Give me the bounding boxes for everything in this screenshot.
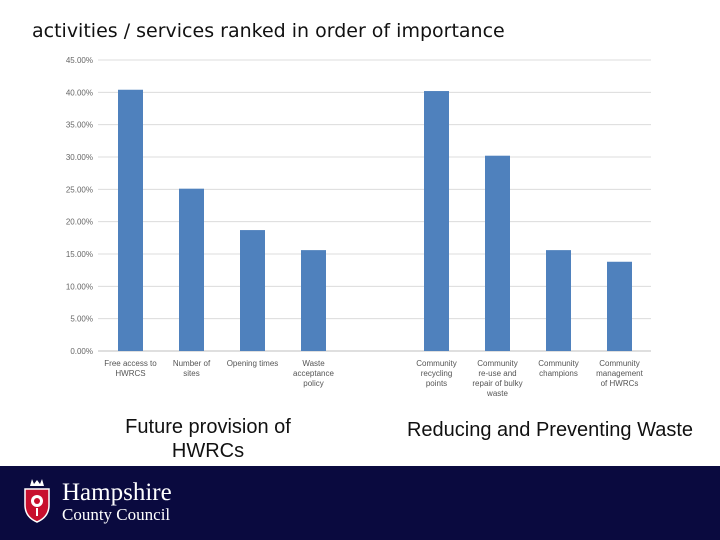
y-tick-label: 0.00% [70, 347, 93, 356]
bar [301, 250, 326, 351]
slide-title: activities / services ranked in order of… [32, 20, 505, 42]
org-name: Hampshire County Council [62, 480, 172, 524]
bar [546, 250, 571, 351]
y-tick-label: 5.00% [70, 315, 93, 324]
category-label: Community re-use and repair of bulky waste [472, 359, 522, 398]
county-crest-icon [24, 479, 50, 523]
y-axis-ticks: 0.00% 5.00% 10.00% 15.00% 20.00% 25.00% 30.00%… [66, 56, 93, 356]
bar [424, 91, 449, 351]
category-label: Community recycling points [416, 359, 456, 388]
importance-bar-chart: 0.00% 5.00% 10.00% 15.00% 20.00% 25.00% 30.00%… [66, 56, 651, 398]
caption-reducing-preventing: Reducing and Preventing Waste [406, 419, 694, 441]
category-label: Waste acceptance policy [293, 359, 334, 388]
org-name-line2: County Council [62, 505, 171, 524]
y-tick-label: 35.00% [66, 121, 93, 130]
y-tick-label: 30.00% [66, 153, 93, 162]
y-tick-label: 10.00% [66, 282, 93, 291]
y-tick-label: 25.00% [66, 185, 93, 194]
bar [485, 155, 510, 351]
bar [118, 89, 143, 351]
category-label: Number of sites [173, 359, 211, 378]
bars [118, 89, 632, 351]
org-name-line1: Hampshire [62, 479, 172, 506]
bar [607, 261, 632, 351]
caption-future-provision: Future provision of HWRCs [125, 416, 291, 462]
category-label: Community champions [538, 359, 578, 378]
category-labels: Free access to HWRCS Number of sites Opening… [104, 359, 643, 398]
bar [240, 230, 265, 351]
y-tick-label: 20.00% [66, 218, 93, 227]
category-label: Community management of HWRCs [596, 359, 643, 388]
category-label: Opening times [227, 359, 279, 368]
bar [179, 188, 204, 351]
y-tick-label: 15.00% [66, 250, 93, 259]
y-tick-label: 40.00% [66, 88, 93, 97]
category-label: Free access to HWRCS [104, 359, 157, 378]
footer-bar: Hampshire County Council [0, 466, 720, 540]
y-tick-label: 45.00% [66, 56, 93, 65]
